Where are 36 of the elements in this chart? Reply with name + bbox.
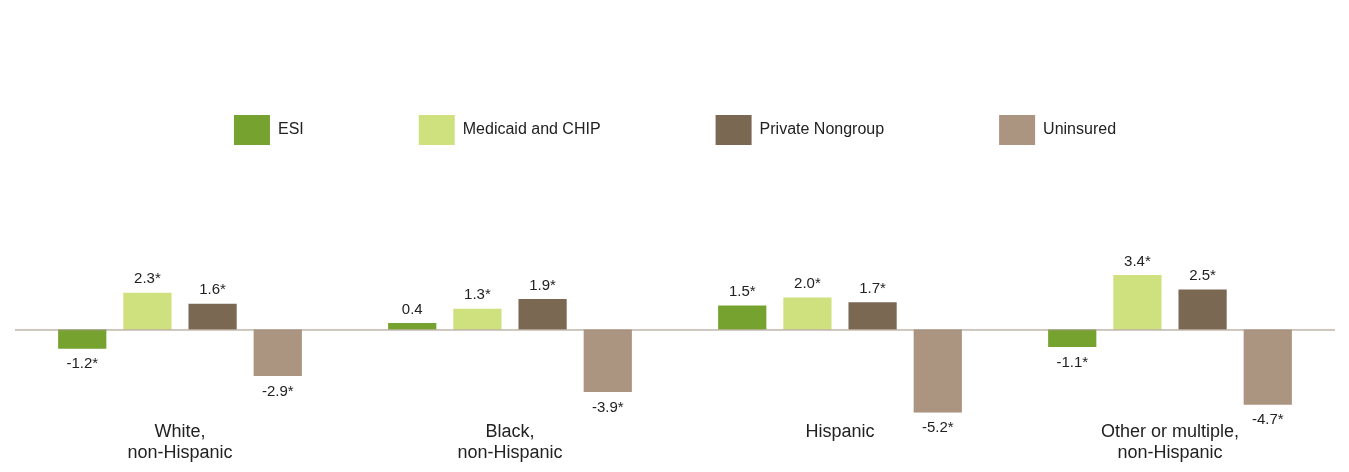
- legend-label: Medicaid and CHIP: [462, 120, 601, 138]
- bar: [388, 323, 437, 330]
- bar: [123, 292, 172, 330]
- bar: [1178, 289, 1227, 330]
- data-label: -5.2*: [921, 418, 954, 436]
- x-tick-label: Black, non-Hispanic: [457, 420, 563, 463]
- bar: [453, 308, 502, 330]
- data-label: 1.5*: [728, 282, 756, 300]
- data-label: -3.9*: [591, 397, 624, 415]
- x-tick-label: Hispanic: [805, 420, 875, 441]
- bar: [188, 303, 237, 330]
- legend-label: Private Nongroup: [759, 120, 885, 138]
- x-tick-label: Other or multiple, non-Hispanic: [1100, 420, 1240, 463]
- bar: [1048, 329, 1097, 348]
- bar: [518, 299, 567, 330]
- data-label: 2.3*: [134, 269, 161, 287]
- bar: [783, 297, 832, 330]
- x-tick-label: White, non-Hispanic: [127, 420, 233, 463]
- data-label: 1.6*: [199, 280, 227, 298]
- bar: [848, 302, 897, 330]
- data-label: -1.1*: [1056, 352, 1089, 370]
- data-label: 3.4*: [1124, 251, 1151, 269]
- legend-label: ESI: [277, 120, 304, 138]
- data-label: 2.5*: [1189, 266, 1217, 284]
- data-label: 1.7*: [859, 278, 887, 296]
- data-label: -1.2*: [66, 354, 99, 372]
- data-label: 2.0*: [794, 274, 821, 292]
- data-label: 1.3*: [464, 285, 491, 303]
- data-label: -4.7*: [1251, 410, 1284, 428]
- data-label: 0.4: [401, 299, 423, 317]
- bar: [58, 329, 107, 349]
- data-label: 1.9*: [529, 275, 557, 293]
- bar: [718, 305, 767, 330]
- data-label: -2.9*: [261, 381, 294, 399]
- legend-label: Uninsured: [1043, 120, 1117, 138]
- bar: [1113, 275, 1162, 330]
